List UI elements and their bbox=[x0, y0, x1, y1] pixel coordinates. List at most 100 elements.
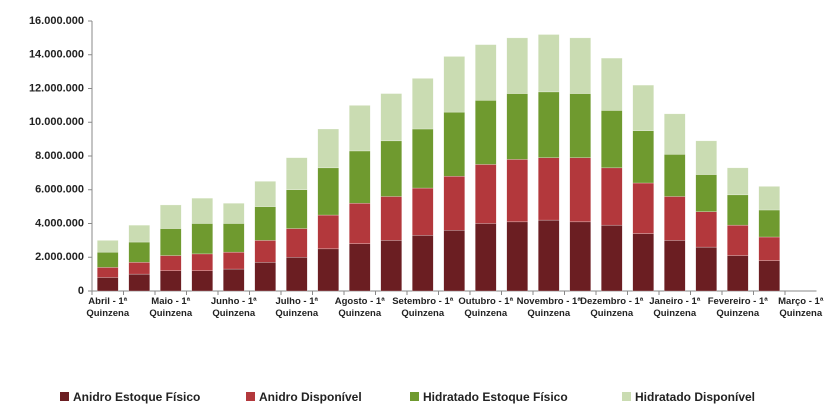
bar-segment bbox=[632, 130, 654, 184]
bar-segment bbox=[506, 221, 528, 292]
bar-segment bbox=[443, 176, 465, 231]
y-tick-label: 6.000.000 bbox=[35, 184, 84, 196]
legend-item: Hidratado Estoque Físico bbox=[410, 390, 568, 404]
bar-segment bbox=[223, 223, 245, 253]
legend-item: Hidratado Disponível bbox=[622, 390, 755, 404]
bar-segment bbox=[97, 267, 119, 278]
bar-segment bbox=[727, 255, 749, 292]
bar-segment bbox=[412, 128, 434, 189]
bar-segment bbox=[317, 248, 339, 292]
legend-label: Anidro Disponível bbox=[259, 390, 362, 404]
bar-segment bbox=[758, 236, 780, 261]
bar-segment bbox=[160, 270, 182, 292]
bar-segment bbox=[286, 257, 308, 292]
bar-segment bbox=[601, 57, 623, 111]
bar-segment bbox=[286, 189, 308, 229]
bar-segment bbox=[664, 154, 686, 197]
y-tick-label: 8.000.000 bbox=[35, 150, 84, 162]
bar-segment bbox=[601, 110, 623, 169]
x-tick-label: Dezembro - 1ª Quinzena bbox=[580, 296, 644, 319]
bar-segment bbox=[632, 233, 654, 292]
bar-segment bbox=[601, 224, 623, 292]
bar-segment bbox=[160, 228, 182, 256]
bar-segment bbox=[349, 243, 371, 292]
bar-segment bbox=[601, 167, 623, 226]
x-tick-label: Abril - 1ª Quinzena bbox=[86, 296, 130, 319]
bar-segment bbox=[758, 209, 780, 238]
bar-segment bbox=[664, 196, 686, 241]
bar-segment bbox=[506, 93, 528, 160]
bar-segment bbox=[223, 268, 245, 292]
bar-segment bbox=[443, 111, 465, 177]
bar-segment bbox=[506, 159, 528, 223]
bar-segment bbox=[695, 211, 717, 248]
bar-segment bbox=[695, 246, 717, 292]
x-tick-label: Janeiro - 1ª Quinzena bbox=[649, 296, 701, 319]
bar-segment bbox=[632, 84, 654, 131]
bar-segment bbox=[317, 128, 339, 169]
bar-segment bbox=[191, 223, 213, 255]
bar-segment bbox=[317, 214, 339, 250]
legend-swatch bbox=[246, 392, 255, 401]
bar-segment bbox=[443, 230, 465, 292]
bar-segment bbox=[412, 187, 434, 236]
y-tick-label: 16.000.000 bbox=[29, 15, 84, 27]
bar-segment bbox=[286, 157, 308, 190]
bar-segment bbox=[254, 240, 276, 263]
bar-segment bbox=[380, 196, 402, 241]
bar-segment bbox=[349, 203, 371, 244]
bar-segment bbox=[128, 262, 150, 275]
bar-segment bbox=[128, 224, 150, 243]
bar-segment bbox=[412, 78, 434, 130]
bar-segment bbox=[191, 253, 213, 271]
bar-segment bbox=[727, 167, 749, 196]
bar-segment bbox=[727, 194, 749, 226]
legend-item: Anidro Estoque Físico bbox=[60, 390, 200, 404]
legend-label: Hidratado Disponível bbox=[635, 390, 756, 404]
legend-swatch bbox=[410, 392, 419, 401]
bar-segment bbox=[128, 241, 150, 263]
bar-segment bbox=[443, 56, 465, 113]
y-tick-label: 12.000.000 bbox=[29, 82, 84, 94]
bar-segment bbox=[506, 37, 528, 94]
bar-segment bbox=[254, 262, 276, 292]
bar-segment bbox=[475, 100, 497, 165]
bar-segment bbox=[286, 228, 308, 258]
y-tick-label: 14.000.000 bbox=[29, 49, 84, 61]
bar-segment bbox=[160, 204, 182, 229]
bar-segment bbox=[317, 167, 339, 216]
bar-segment bbox=[380, 93, 402, 142]
x-tick-label: Junho - 1ª Quinzena bbox=[210, 296, 257, 319]
bar-segment bbox=[727, 224, 749, 256]
x-tick-label: Setembro - 1ª Quinzena bbox=[392, 296, 454, 319]
y-tick-label: 4.000.000 bbox=[35, 217, 84, 229]
bar-segment bbox=[380, 240, 402, 292]
bar-segment bbox=[538, 219, 560, 292]
bar-segment bbox=[475, 164, 497, 224]
bar-segment bbox=[538, 34, 560, 93]
bar-segment bbox=[758, 260, 780, 292]
bar-segment bbox=[97, 277, 119, 292]
bar-segment bbox=[664, 113, 686, 155]
bar-segment bbox=[758, 186, 780, 211]
bar-segment bbox=[223, 203, 245, 224]
bar-segment bbox=[160, 255, 182, 271]
x-tick-label: Fevereiro - 1ª Quinzena bbox=[707, 296, 768, 319]
bar-segment bbox=[695, 174, 717, 212]
bar-segment bbox=[538, 91, 560, 158]
bar-segment bbox=[349, 105, 371, 152]
bar-segment bbox=[632, 182, 654, 234]
bar-segment bbox=[97, 251, 119, 268]
bar-segment bbox=[569, 157, 591, 223]
x-tick-label: Novembro - 1ª Quinzena bbox=[516, 296, 581, 319]
legend-item: Anidro Disponível bbox=[246, 390, 362, 404]
bar-segment bbox=[97, 240, 119, 253]
bar-segment bbox=[191, 270, 213, 292]
bar-segment bbox=[254, 206, 276, 241]
bar-segment bbox=[349, 150, 371, 204]
x-tick-label: Agosto - 1ª Quinzena bbox=[334, 296, 385, 319]
bar-segment bbox=[664, 240, 686, 292]
legend-label: Hidratado Estoque Físico bbox=[423, 390, 568, 404]
